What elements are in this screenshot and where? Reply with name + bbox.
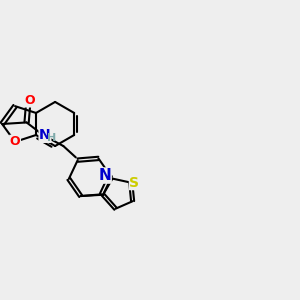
- Text: S: S: [129, 176, 140, 190]
- Text: O: O: [24, 94, 35, 107]
- Text: H: H: [47, 133, 57, 143]
- Text: O: O: [10, 135, 20, 148]
- Text: N: N: [39, 128, 51, 142]
- Text: N: N: [98, 168, 111, 183]
